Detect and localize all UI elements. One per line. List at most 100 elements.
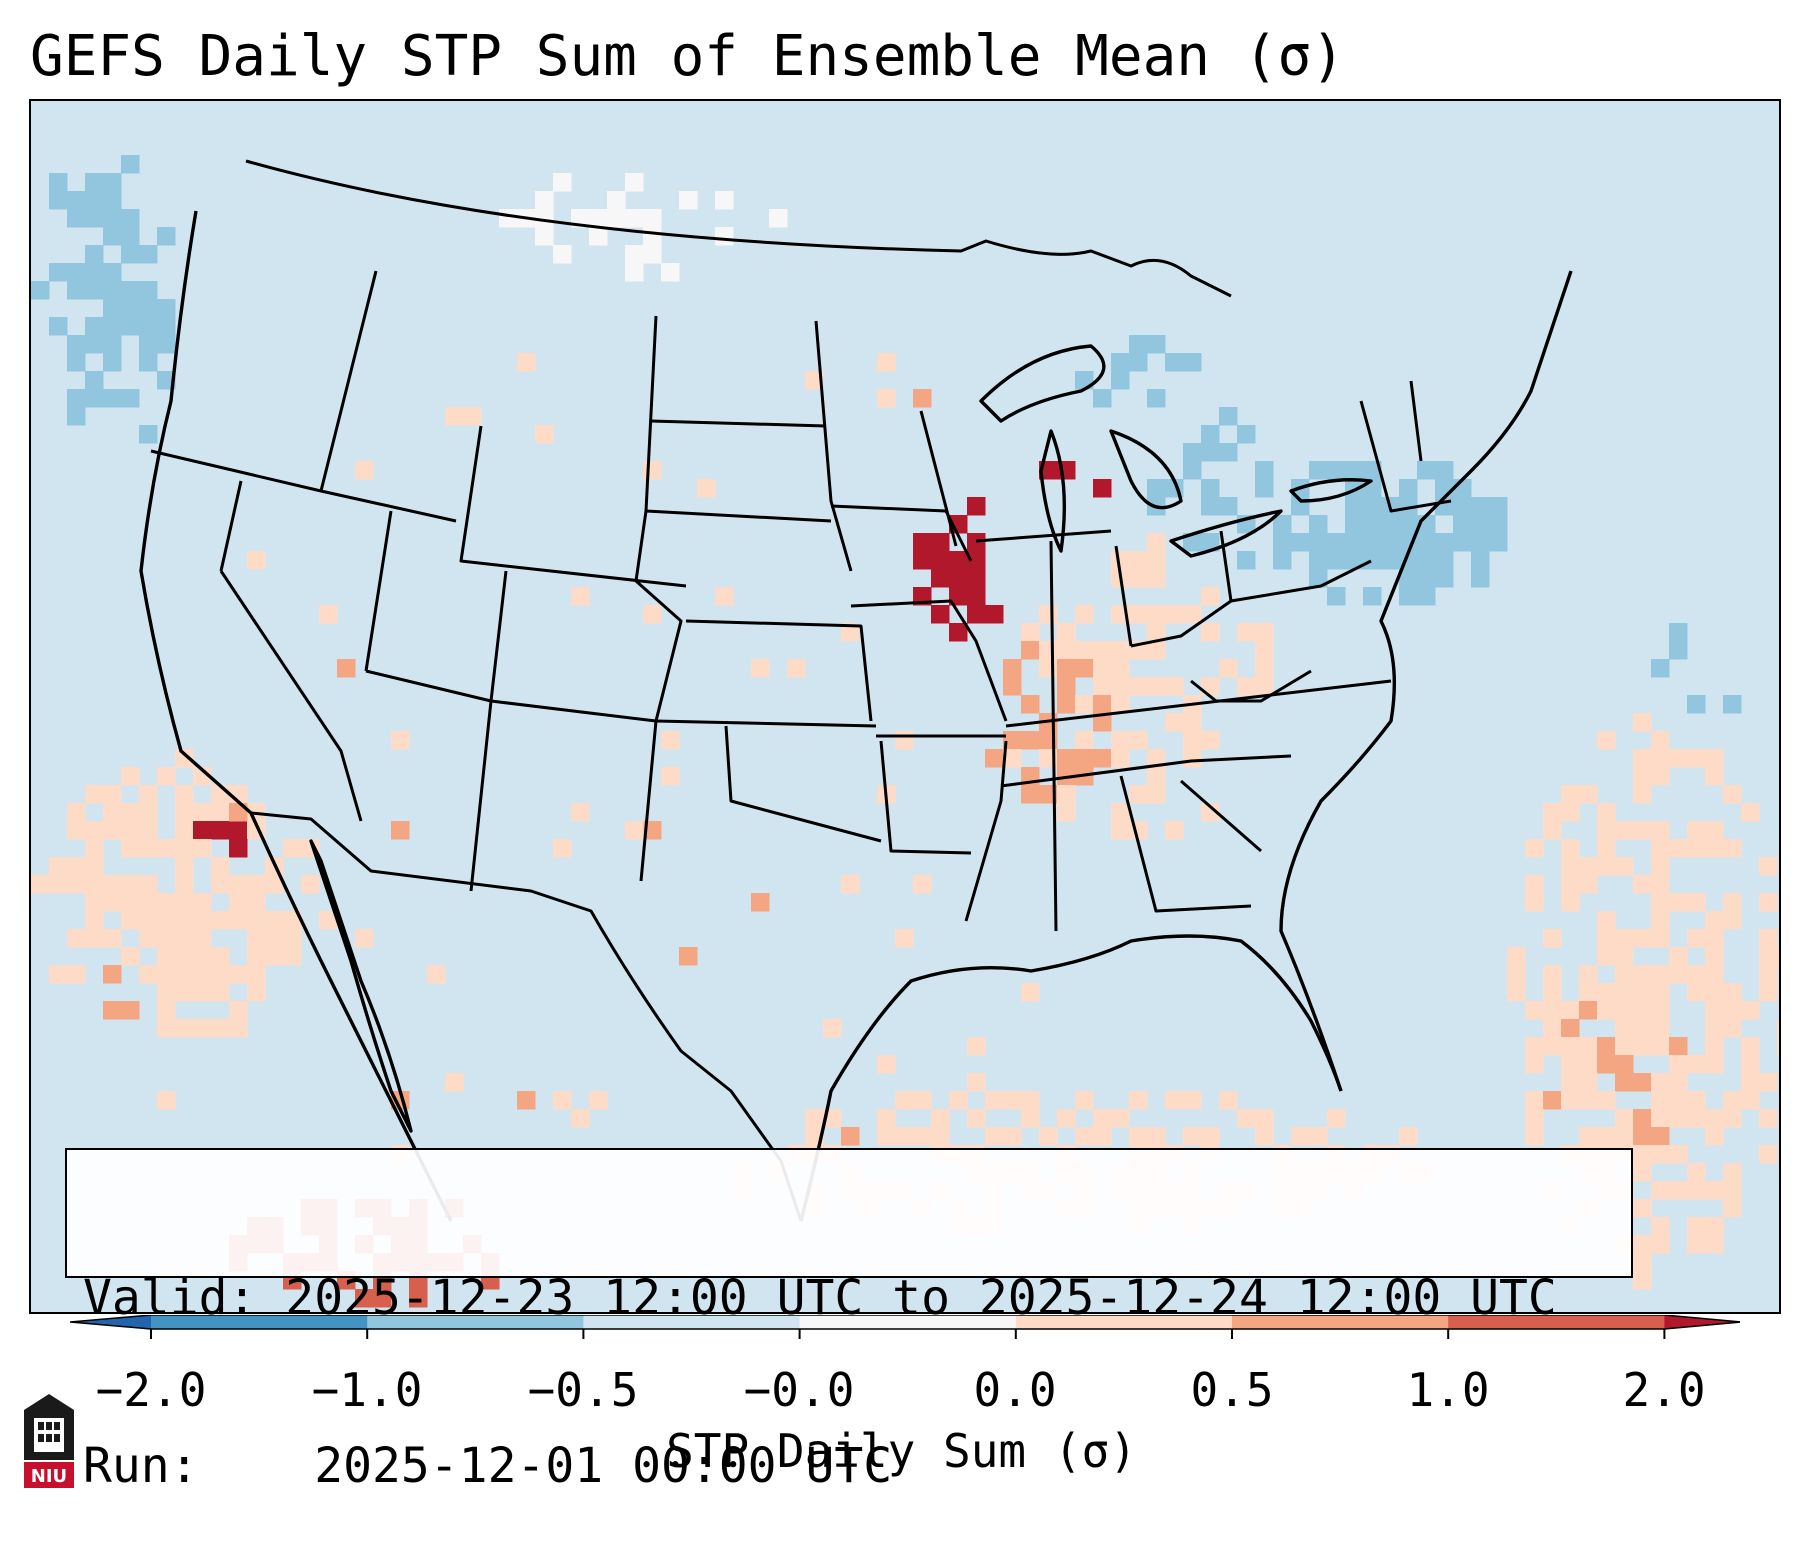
stp-cell	[1669, 1055, 1688, 1074]
stp-cell	[1129, 551, 1148, 570]
stp-cell	[1705, 749, 1724, 768]
stp-cell	[103, 335, 122, 354]
stp-cell	[1219, 407, 1238, 426]
stp-cell	[175, 947, 194, 966]
stp-cell	[1723, 1001, 1742, 1020]
stp-cell	[1345, 461, 1364, 480]
stp-cell	[85, 317, 104, 336]
stp-cell	[1723, 911, 1742, 930]
stp-cell	[121, 389, 140, 408]
stp-cell	[1651, 911, 1670, 930]
stp-cell	[1129, 785, 1148, 804]
stp-cell	[1651, 749, 1670, 768]
stp-cell	[697, 479, 716, 498]
stp-cell	[1705, 947, 1724, 966]
stp-cell	[1183, 749, 1202, 768]
stp-grid-cells	[31, 155, 1779, 1308]
stp-cell	[967, 587, 986, 606]
stp-cell	[1345, 551, 1364, 570]
stp-cell	[1489, 497, 1508, 516]
stp-cell	[1021, 785, 1040, 804]
stp-cell	[1273, 533, 1292, 552]
stp-cell	[1165, 821, 1184, 840]
stp-cell	[193, 965, 212, 984]
stp-cell	[1201, 497, 1220, 516]
stp-cell	[1543, 821, 1562, 840]
stp-cell	[67, 335, 86, 354]
stp-cell	[67, 803, 86, 822]
stp-cell	[121, 1001, 140, 1020]
stp-cell	[247, 893, 266, 912]
stp-cell	[193, 947, 212, 966]
stp-cell	[139, 317, 158, 336]
colorbar-tick-label: 0.0	[973, 1363, 1057, 1417]
stp-cell	[1651, 1091, 1670, 1110]
stp-cell	[1651, 857, 1670, 876]
stp-cell	[1651, 1073, 1670, 1092]
stp-cell	[1525, 1127, 1544, 1146]
stp-cell	[1363, 551, 1382, 570]
stp-cell	[1255, 677, 1274, 696]
stp-cell	[1633, 1271, 1652, 1290]
stp-cell	[1021, 623, 1040, 642]
stp-cell	[193, 839, 212, 858]
stp-cell	[913, 875, 932, 894]
stp-cell	[1291, 533, 1310, 552]
stp-cell	[1075, 749, 1094, 768]
stp-cell	[103, 965, 122, 984]
stp-cell	[1183, 713, 1202, 732]
canada-border	[245, 159, 1232, 298]
stp-cell	[1075, 1127, 1094, 1146]
stp-cell	[1147, 623, 1166, 642]
colorbar-bin	[151, 1315, 368, 1329]
stp-cell	[679, 947, 698, 966]
stp-cell	[1219, 443, 1238, 462]
stp-cell	[625, 821, 644, 840]
stp-cell	[985, 605, 1004, 624]
stp-cell	[103, 191, 122, 210]
stp-cell	[1111, 641, 1130, 660]
stp-cell	[1183, 461, 1202, 480]
stp-cell	[1633, 1145, 1652, 1164]
map-title: GEFS Daily STP Sum of Ensemble Mean (σ)	[30, 24, 1345, 89]
stp-cell	[1057, 803, 1076, 822]
stp-cell	[1165, 353, 1184, 372]
stp-cell	[139, 911, 158, 930]
stp-cell	[1687, 1235, 1706, 1254]
stp-cell	[265, 947, 284, 966]
stp-cell	[1687, 983, 1706, 1002]
stp-cell	[175, 785, 194, 804]
stp-cell	[103, 353, 122, 372]
stp-cell	[1705, 821, 1724, 840]
stp-cell	[211, 875, 230, 894]
stp-cell	[1615, 821, 1634, 840]
stp-cell	[85, 785, 104, 804]
stp-cell	[1633, 1073, 1652, 1092]
stp-cell	[1669, 1037, 1688, 1056]
stp-cell	[553, 839, 572, 858]
stp-cell	[463, 407, 482, 426]
stp-cell	[85, 281, 104, 300]
stp-cell	[1777, 947, 1779, 966]
stp-cell	[103, 389, 122, 408]
stp-cell	[1489, 515, 1508, 534]
stp-cell	[1705, 1235, 1724, 1254]
stp-cell	[1327, 533, 1346, 552]
stp-cell	[841, 623, 860, 642]
stp-cell	[175, 983, 194, 1002]
stp-cell	[1615, 1019, 1634, 1038]
stp-cell	[1345, 533, 1364, 552]
stp-cell	[1075, 659, 1094, 678]
lake-michigan	[1039, 429, 1067, 553]
stp-cell	[949, 587, 968, 606]
stp-cell	[967, 605, 986, 624]
colorbar-bin	[1015, 1315, 1233, 1329]
stp-cell	[67, 857, 86, 876]
stp-cell	[1183, 533, 1202, 552]
stp-cell	[229, 839, 248, 858]
stp-cell	[265, 875, 284, 894]
stp-cell	[1453, 533, 1472, 552]
colorbar-tick-label: 0.5	[1190, 1363, 1274, 1417]
stp-cell	[1093, 1109, 1112, 1128]
stp-cell	[1075, 695, 1094, 714]
